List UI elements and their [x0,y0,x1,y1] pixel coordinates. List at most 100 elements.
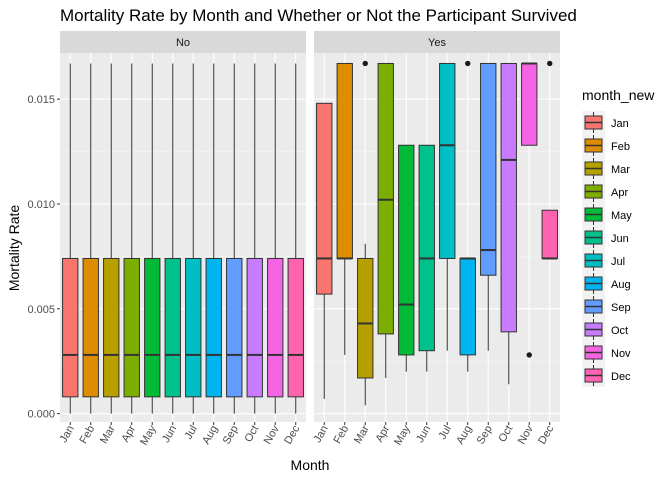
outlier-point [465,60,471,67]
box-feb [82,63,99,414]
box-body [62,257,79,398]
facet-strip [60,31,306,53]
facet-strip-label: Yes [428,37,446,49]
panel-background [60,53,306,422]
legend-item-nov: Nov [582,341,631,364]
box-body [246,257,263,398]
legend-label: Nov [611,348,631,360]
box-body [316,102,333,295]
box-sep [226,63,243,414]
x-tick-label: Apr [119,423,138,444]
box-body [103,257,120,398]
box-body [357,257,374,379]
box-body [123,257,140,398]
legend-label: Mar [611,164,630,176]
box-jun [418,144,435,372]
box-body [287,257,304,398]
legend-item-feb: Feb [582,134,630,157]
box-jan [316,102,333,399]
facet-panel-yes: Yes Jan Feb Mar Apr May Jun Jul Aug Sep Oct Nov Dec [312,31,560,447]
box-body [459,257,476,356]
box-body [377,62,394,335]
box-dec [287,63,304,414]
box-body [185,257,202,398]
legend-item-mar: Mar [582,157,630,180]
x-tick-label: Jun [160,424,179,445]
legend-label: Jun [611,233,629,245]
panel-background [314,53,560,422]
x-tick-label: Oct [496,424,515,445]
x-tick-label: Oct [242,424,261,445]
x-tick-label: Dec [536,423,556,446]
x-tick-label: May [392,423,413,447]
chart-title: Mortality Rate by Month and Whether or N… [60,6,577,25]
box-aug [459,60,476,372]
legend-item-jun: Jun [582,226,629,249]
box-mar [103,63,120,414]
box-oct [500,62,517,385]
box-nov [267,63,284,414]
legend-item-may: May [582,203,632,226]
facet-strip [314,31,560,53]
outlier-point [547,60,553,67]
y-tick-label: 0.005 [27,304,55,316]
legend-item-dec: Dec [582,364,631,387]
box-body [480,62,497,276]
facet-panel-no: No Jan Feb Mar Apr May Jun Jul Aug Sep Oct Nov Dec [58,31,306,447]
outlier-point [526,352,532,358]
x-tick-label: Aug [200,424,220,447]
box-jan [62,63,79,414]
legend-label: Oct [611,325,628,337]
legend-item-oct: Oct [582,318,628,341]
legend-title: month_new [582,87,655,103]
box-body [398,144,415,356]
legend-label: Dec [611,371,631,383]
x-tick-label: Nov [516,423,536,446]
box-apr [123,63,140,414]
legend: month_new Jan Feb Mar Apr May Jun Jul Aug Sep Oct… [582,87,655,387]
y-axis-title: Mortality Rate [6,205,22,292]
box-may [144,63,161,414]
box-may [398,144,415,372]
x-tick-label: Jan [58,424,77,445]
x-tick-label: Apr [373,423,392,444]
x-tick-label: Mar [98,423,118,446]
box-apr [377,62,394,378]
x-tick-label: Feb [77,424,97,446]
box-body [541,209,558,259]
legend-label: May [611,210,632,222]
box-body [336,62,353,259]
legend-label: Sep [611,302,631,314]
box-body [144,257,161,398]
box-body [521,62,538,146]
box-body [500,62,517,333]
y-tick-label: 0.000 [27,409,55,421]
box-body [439,62,456,259]
legend-item-jan: Jan [582,111,629,134]
y-tick-label: 0.010 [27,199,55,211]
legend-label: Feb [611,141,630,153]
box-body [226,257,243,398]
y-axis: 0.000 0.005 0.010 0.015 [27,94,60,421]
box-jul [185,63,202,414]
legend-label: Jan [611,118,629,130]
box-body [82,257,99,398]
x-tick-label: Jul [436,424,453,442]
x-axis-title: Month [291,457,330,473]
y-tick-label: 0.015 [27,94,55,106]
x-tick-label: Feb [331,424,351,446]
x-tick-label: Sep [475,424,495,447]
box-oct [246,63,263,414]
box-feb [336,62,353,355]
x-tick-label: May [138,423,159,447]
legend-item-sep: Sep [582,295,631,318]
legend-item-apr: Apr [582,180,628,203]
box-dec [541,60,558,260]
box-aug [205,63,222,414]
legend-label: Apr [611,187,628,199]
x-tick-label: Mar [352,423,372,446]
box-body [418,144,435,352]
box-body [164,257,181,398]
